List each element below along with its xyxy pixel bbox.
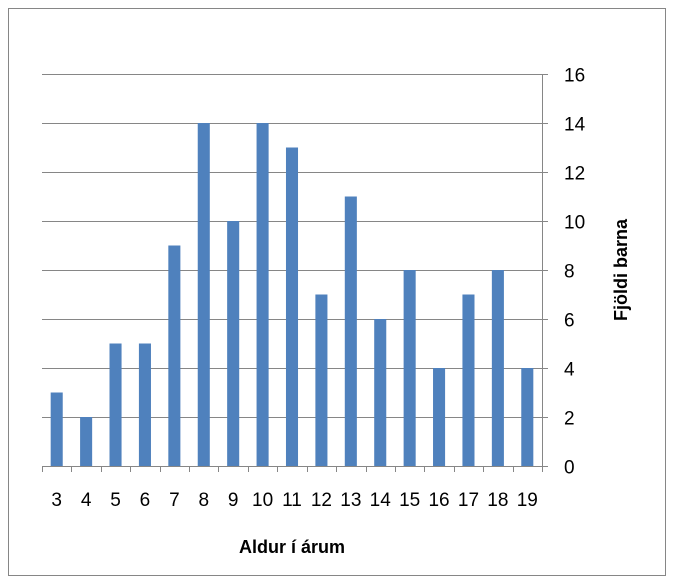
x-tick-labels: 3 4 5 6 7 8 9 10 11 12 13 14 15 16 17 18 19: [51, 490, 537, 511]
bar: [50, 392, 63, 466]
x-tick-label: 19: [517, 490, 538, 511]
bar: [80, 417, 93, 466]
x-tick-label: 5: [110, 490, 121, 511]
y-tick-label: 6: [564, 311, 575, 332]
x-axis-title: Aldur í árum: [239, 537, 345, 557]
x-tick-label: 10: [252, 490, 273, 511]
x-tick-label: 11: [282, 490, 302, 511]
y-tick-label: 16: [564, 66, 585, 87]
chart-border: [8, 8, 666, 576]
x-tick-label: 3: [51, 490, 62, 511]
x-tick-label: 7: [169, 490, 180, 511]
bar: [403, 270, 416, 466]
x-tick-label: 17: [458, 490, 479, 511]
bar: [138, 343, 151, 466]
y-tick-labels: 0 2 4 6 8 10 12 14 16: [564, 66, 586, 479]
bar: [374, 319, 387, 466]
x-tick-label: 14: [370, 490, 392, 511]
bar: [462, 294, 475, 466]
x-tick-label: 15: [399, 490, 420, 511]
bar: [344, 196, 357, 466]
bar: [433, 368, 446, 466]
bar: [256, 123, 269, 466]
bar: [521, 368, 534, 466]
y-tick-label: 10: [564, 213, 585, 234]
x-tick-label: 8: [198, 490, 209, 511]
x-tick-label: 16: [428, 490, 449, 511]
x-tick-label: 6: [140, 490, 151, 511]
y-tick-label: 2: [564, 409, 575, 430]
bar: [168, 245, 181, 466]
x-tick-label: 4: [81, 490, 92, 511]
bar: [109, 343, 122, 466]
y-tick-label: 8: [564, 262, 575, 283]
y-tick-label: 0: [564, 458, 575, 479]
y-axis-title: Fjöldi barna: [611, 218, 631, 321]
y-tick-label: 4: [564, 360, 575, 381]
x-tick-label: 13: [340, 490, 361, 511]
axes: [42, 74, 548, 472]
x-tick-label: 12: [311, 490, 332, 511]
bar: [491, 270, 504, 466]
bars: [50, 123, 534, 466]
bar: [315, 294, 328, 466]
y-tick-label: 12: [564, 164, 585, 185]
y-tick-label: 14: [564, 115, 586, 136]
x-tick-label: 9: [228, 490, 239, 511]
bar: [285, 147, 299, 466]
bar: [227, 221, 240, 466]
bar: [197, 123, 210, 466]
x-tick-label: 18: [487, 490, 508, 511]
